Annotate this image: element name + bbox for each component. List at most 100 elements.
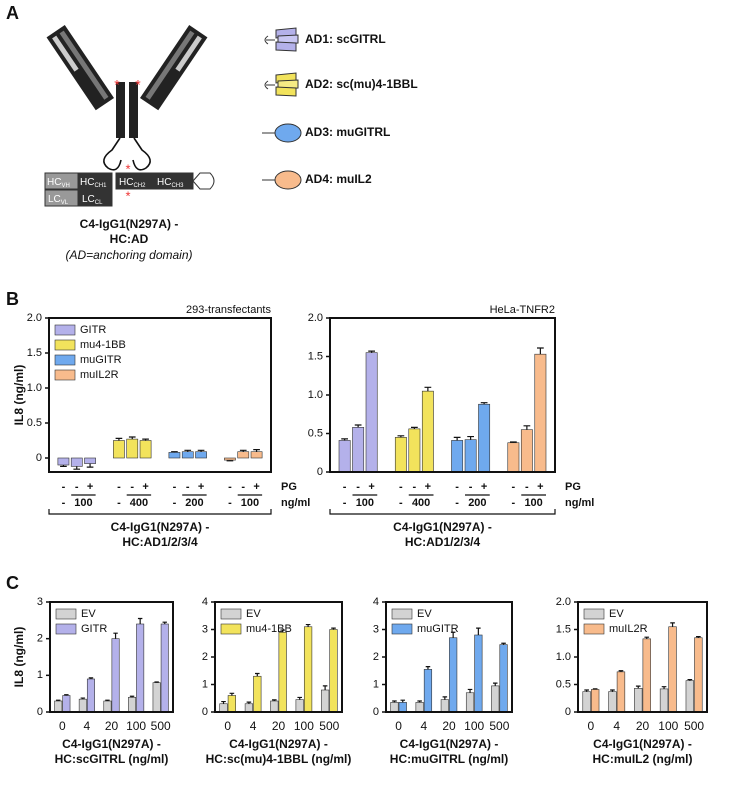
y-tick-label: 2 [202,651,208,663]
bar [168,452,181,459]
pg-label: - [186,481,190,493]
legend-swatch [583,623,605,635]
error-bar [239,449,247,452]
x-axis-label: HC:muIL2 (ng/ml) [593,752,693,766]
x-axis-label: C4-IgG1(N297A) - [62,737,161,751]
error-bar [113,632,118,639]
error-bar [392,700,397,703]
bar [195,451,207,459]
legend-label: EV [417,608,432,620]
legend-label: mu4-1BB [80,339,126,351]
legend-swatch [54,339,76,351]
error-bar [670,622,675,627]
chart-title: HeLa-TNFR2 [490,304,555,316]
pg-label: + [198,481,204,493]
dose-label: 400 [130,497,148,509]
svg-text:*: * [114,77,120,93]
x-axis-label: HC:AD1/2/3/4 [405,535,481,549]
error-bar [661,686,667,689]
bar [634,688,643,713]
plot-frame [329,317,556,473]
error-bar [171,451,178,453]
legend-label: EV [81,608,96,620]
x-tick-label: 500 [151,719,171,733]
x-axis-label: C4-IgG1(N297A) - [400,737,499,751]
legend-swatch [391,608,413,620]
y-tick-label: 1.5 [27,347,42,359]
caption: HC:AD [110,232,149,246]
bar [507,442,520,473]
bar [449,637,458,713]
plot-frame [49,601,174,713]
plot-frame [214,601,343,713]
legend-label: AD3: muGITRL [305,125,390,139]
bar [390,702,399,713]
pg-label: + [142,481,148,493]
y-tick-label: 1 [202,678,208,690]
x-axis-label: HC:sc(mu)4-1BBL (ng/ml) [206,752,352,766]
pg-label: - [117,481,121,493]
bar [694,637,703,713]
y-tick-label: 1.5 [308,350,323,362]
domain-label: HCVH [47,177,70,189]
error-bar [221,700,226,704]
pg-label: - [343,481,347,493]
y-tick-label: 1.5 [556,623,571,635]
bracket [48,509,272,515]
bar [219,703,228,713]
dose-none: - [455,497,459,509]
legend-label: GITR [80,324,106,336]
bar [295,699,304,713]
dose-label: 100 [74,497,92,509]
bar [270,700,279,713]
legend-swatch [583,608,605,620]
bar [464,439,477,473]
error-bar [142,438,149,441]
bar [181,451,194,459]
pg-label: + [253,481,259,493]
y-tick-label: 1 [37,669,43,681]
bar [440,699,449,713]
dose-unit: ng/ml [565,497,594,509]
bar [54,700,63,713]
error-bar [411,426,418,429]
bar [111,638,120,713]
bar [616,671,626,713]
error-bar [492,682,498,686]
bar [253,675,262,713]
y-tick-label: 0 [37,706,43,718]
plot-frame [385,601,513,713]
bar [237,451,250,459]
error-bar [162,621,167,624]
error-bar [115,437,123,441]
legend-swatch [55,623,77,635]
dose-none: - [343,497,347,509]
bar [423,669,433,713]
x-tick-label: 20 [105,719,119,733]
error-bar [592,688,598,690]
bar [244,703,254,713]
pg-label: - [399,481,403,493]
caption: (AD=anchoring domain) [65,248,192,262]
legend-label: mu4-1BB [246,623,292,635]
bar [103,700,112,713]
legend-swatch [220,623,242,635]
x-tick-label: 100 [294,719,314,733]
error-bar [305,623,311,627]
error-bar [80,697,86,700]
bar [668,626,677,713]
x-tick-label: 500 [489,719,509,733]
bar [113,440,125,459]
x-axis-label: C4-IgG1(N297A) - [111,520,210,534]
legend-swatch [54,369,76,381]
x-axis-label: C4-IgG1(N297A) - [229,737,328,751]
legend-label: GITR [81,623,107,635]
error-bar [453,436,461,441]
x-tick-label: 4 [613,719,620,733]
pg-label: - [469,481,473,493]
y-tick-label: 2 [373,651,379,663]
pg-label: - [356,481,360,493]
y-tick-label: 0 [373,706,379,718]
dose-none: - [228,497,232,509]
error-bar [137,617,143,624]
